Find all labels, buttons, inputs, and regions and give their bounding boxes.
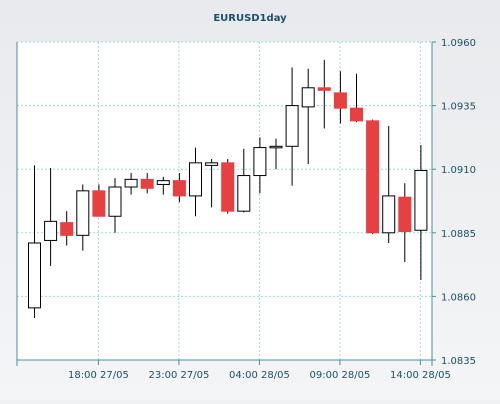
tick-labels: 1.0960 1.0935 1.0910 1.0885 1.0860 1.0835 18:0… [68,38,476,381]
candle-1 [28,165,41,319]
y-tick-label: 1.0910 [441,165,476,176]
candle-21 [350,73,363,123]
candle-body-down [366,120,380,234]
candle-body-up [269,145,283,149]
candle-body-up [382,195,396,234]
candles [28,59,428,319]
candle-23 [382,125,396,243]
candle-body-up [156,180,170,185]
candle-13 [221,159,235,214]
candle-12 [205,159,219,208]
candle-7 [124,173,138,195]
candle-body-up [301,87,315,108]
candle-24 [398,183,412,263]
candle-19 [317,59,331,129]
candle-2 [44,167,58,266]
candle-17 [285,67,299,186]
axes [16,41,436,366]
x-tick-label: 23:00 27/05 [148,370,209,381]
grid-lines [17,41,432,360]
candle-10 [172,173,186,203]
candle-3 [60,211,74,246]
x-tick-label: 18:00 27/05 [68,370,129,381]
candle-body-down [92,190,106,217]
candle-body-up [253,147,267,177]
candle-6 [108,178,122,233]
y-tick-label: 1.0885 [441,229,476,240]
candle-body-up [205,162,219,166]
candle-9 [156,176,170,195]
candle-25 [414,145,428,280]
candle-16 [269,138,283,170]
candle-18 [301,68,315,165]
candle-body-down [317,87,331,91]
candle-body-up [189,162,202,197]
candle-body-down [172,180,186,197]
candle-body-down [221,162,235,212]
candle-4 [76,184,90,251]
x-tick-label: 09:00 28/05 [309,370,370,381]
x-tick-label: 14:00 28/05 [390,370,451,381]
candle-body-down [350,107,363,122]
candle-body-down [333,92,347,109]
candle-20 [333,71,347,124]
candle-15 [253,137,267,194]
y-tick-label: 1.0835 [441,356,476,367]
candle-body-up [237,175,251,212]
y-tick-label: 1.0860 [441,292,476,303]
candle-body-down [398,196,412,233]
candle-5 [92,184,106,217]
candle-8 [140,173,154,194]
candle-body-down [140,178,154,189]
candle-body-up [124,178,138,188]
candle-body-up [44,220,58,241]
y-tick-label: 1.0960 [441,38,476,49]
candle-body-up [28,242,41,309]
candle-11 [189,147,202,217]
candle-14 [237,148,251,213]
candle-body-up [285,105,299,147]
candle-body-down [60,222,74,236]
y-tick-label: 1.0935 [441,102,476,113]
candle-body-up [414,169,428,231]
candle-body-up [76,190,90,236]
candle-body-up [108,186,122,217]
x-tick-label: 04:00 28/05 [229,370,290,381]
chart-title: EURUSD1day [213,13,287,24]
candle-22 [366,119,380,235]
